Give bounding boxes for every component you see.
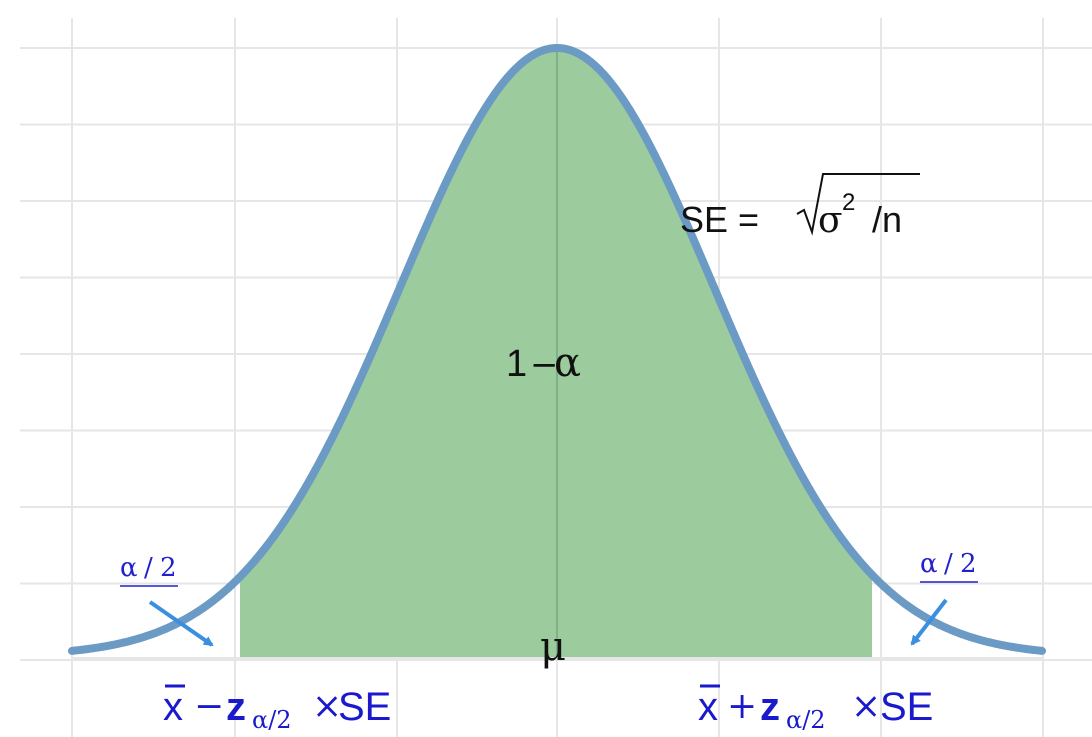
radical-sign <box>796 173 920 236</box>
svg-text:2: 2 <box>960 549 977 579</box>
svg-text:x: x <box>698 685 718 729</box>
sigma-exponent: 2 <box>842 189 855 216</box>
svg-text:z: z <box>226 685 246 729</box>
se-formula: SE = σ 2 /n <box>680 173 920 241</box>
svg-text:x: x <box>163 685 183 729</box>
svg-text:α/2: α/2 <box>786 706 826 734</box>
right-tail-arrow <box>910 598 948 646</box>
right-tail-label: α / 2 <box>920 549 978 583</box>
svg-text:×: × <box>312 686 342 727</box>
svg-text:2: 2 <box>160 553 177 583</box>
svg-text:−: − <box>530 345 559 385</box>
svg-text:α: α <box>554 340 581 386</box>
svg-text:1: 1 <box>506 343 527 385</box>
lower-bound-label: x − z α/2 × SE <box>163 684 391 734</box>
svg-text:α: α <box>120 553 138 583</box>
svg-text:SE =: SE = <box>680 199 759 240</box>
svg-text:α/2: α/2 <box>252 706 292 734</box>
svg-text:SE: SE <box>338 685 391 729</box>
svg-text:/: / <box>944 549 953 579</box>
sigma-symbol: σ <box>818 200 843 241</box>
svg-text:/: / <box>144 553 153 583</box>
left-tail-arrow <box>148 600 214 647</box>
mean-label: μ <box>540 624 566 670</box>
left-tail-label: α / 2 <box>120 553 178 587</box>
confidence-level-label: 1 − α <box>506 340 581 386</box>
normal-curve <box>68 44 1046 655</box>
svg-text:×: × <box>851 686 881 727</box>
svg-text:+: + <box>727 686 757 727</box>
upper-bound-label: x + z α/2 × SE <box>698 684 933 734</box>
svg-text:−: − <box>194 686 224 727</box>
svg-text:α: α <box>920 549 938 579</box>
svg-text:z: z <box>760 685 780 729</box>
svg-text:SE: SE <box>880 685 933 729</box>
slash-n: /n <box>862 199 902 240</box>
